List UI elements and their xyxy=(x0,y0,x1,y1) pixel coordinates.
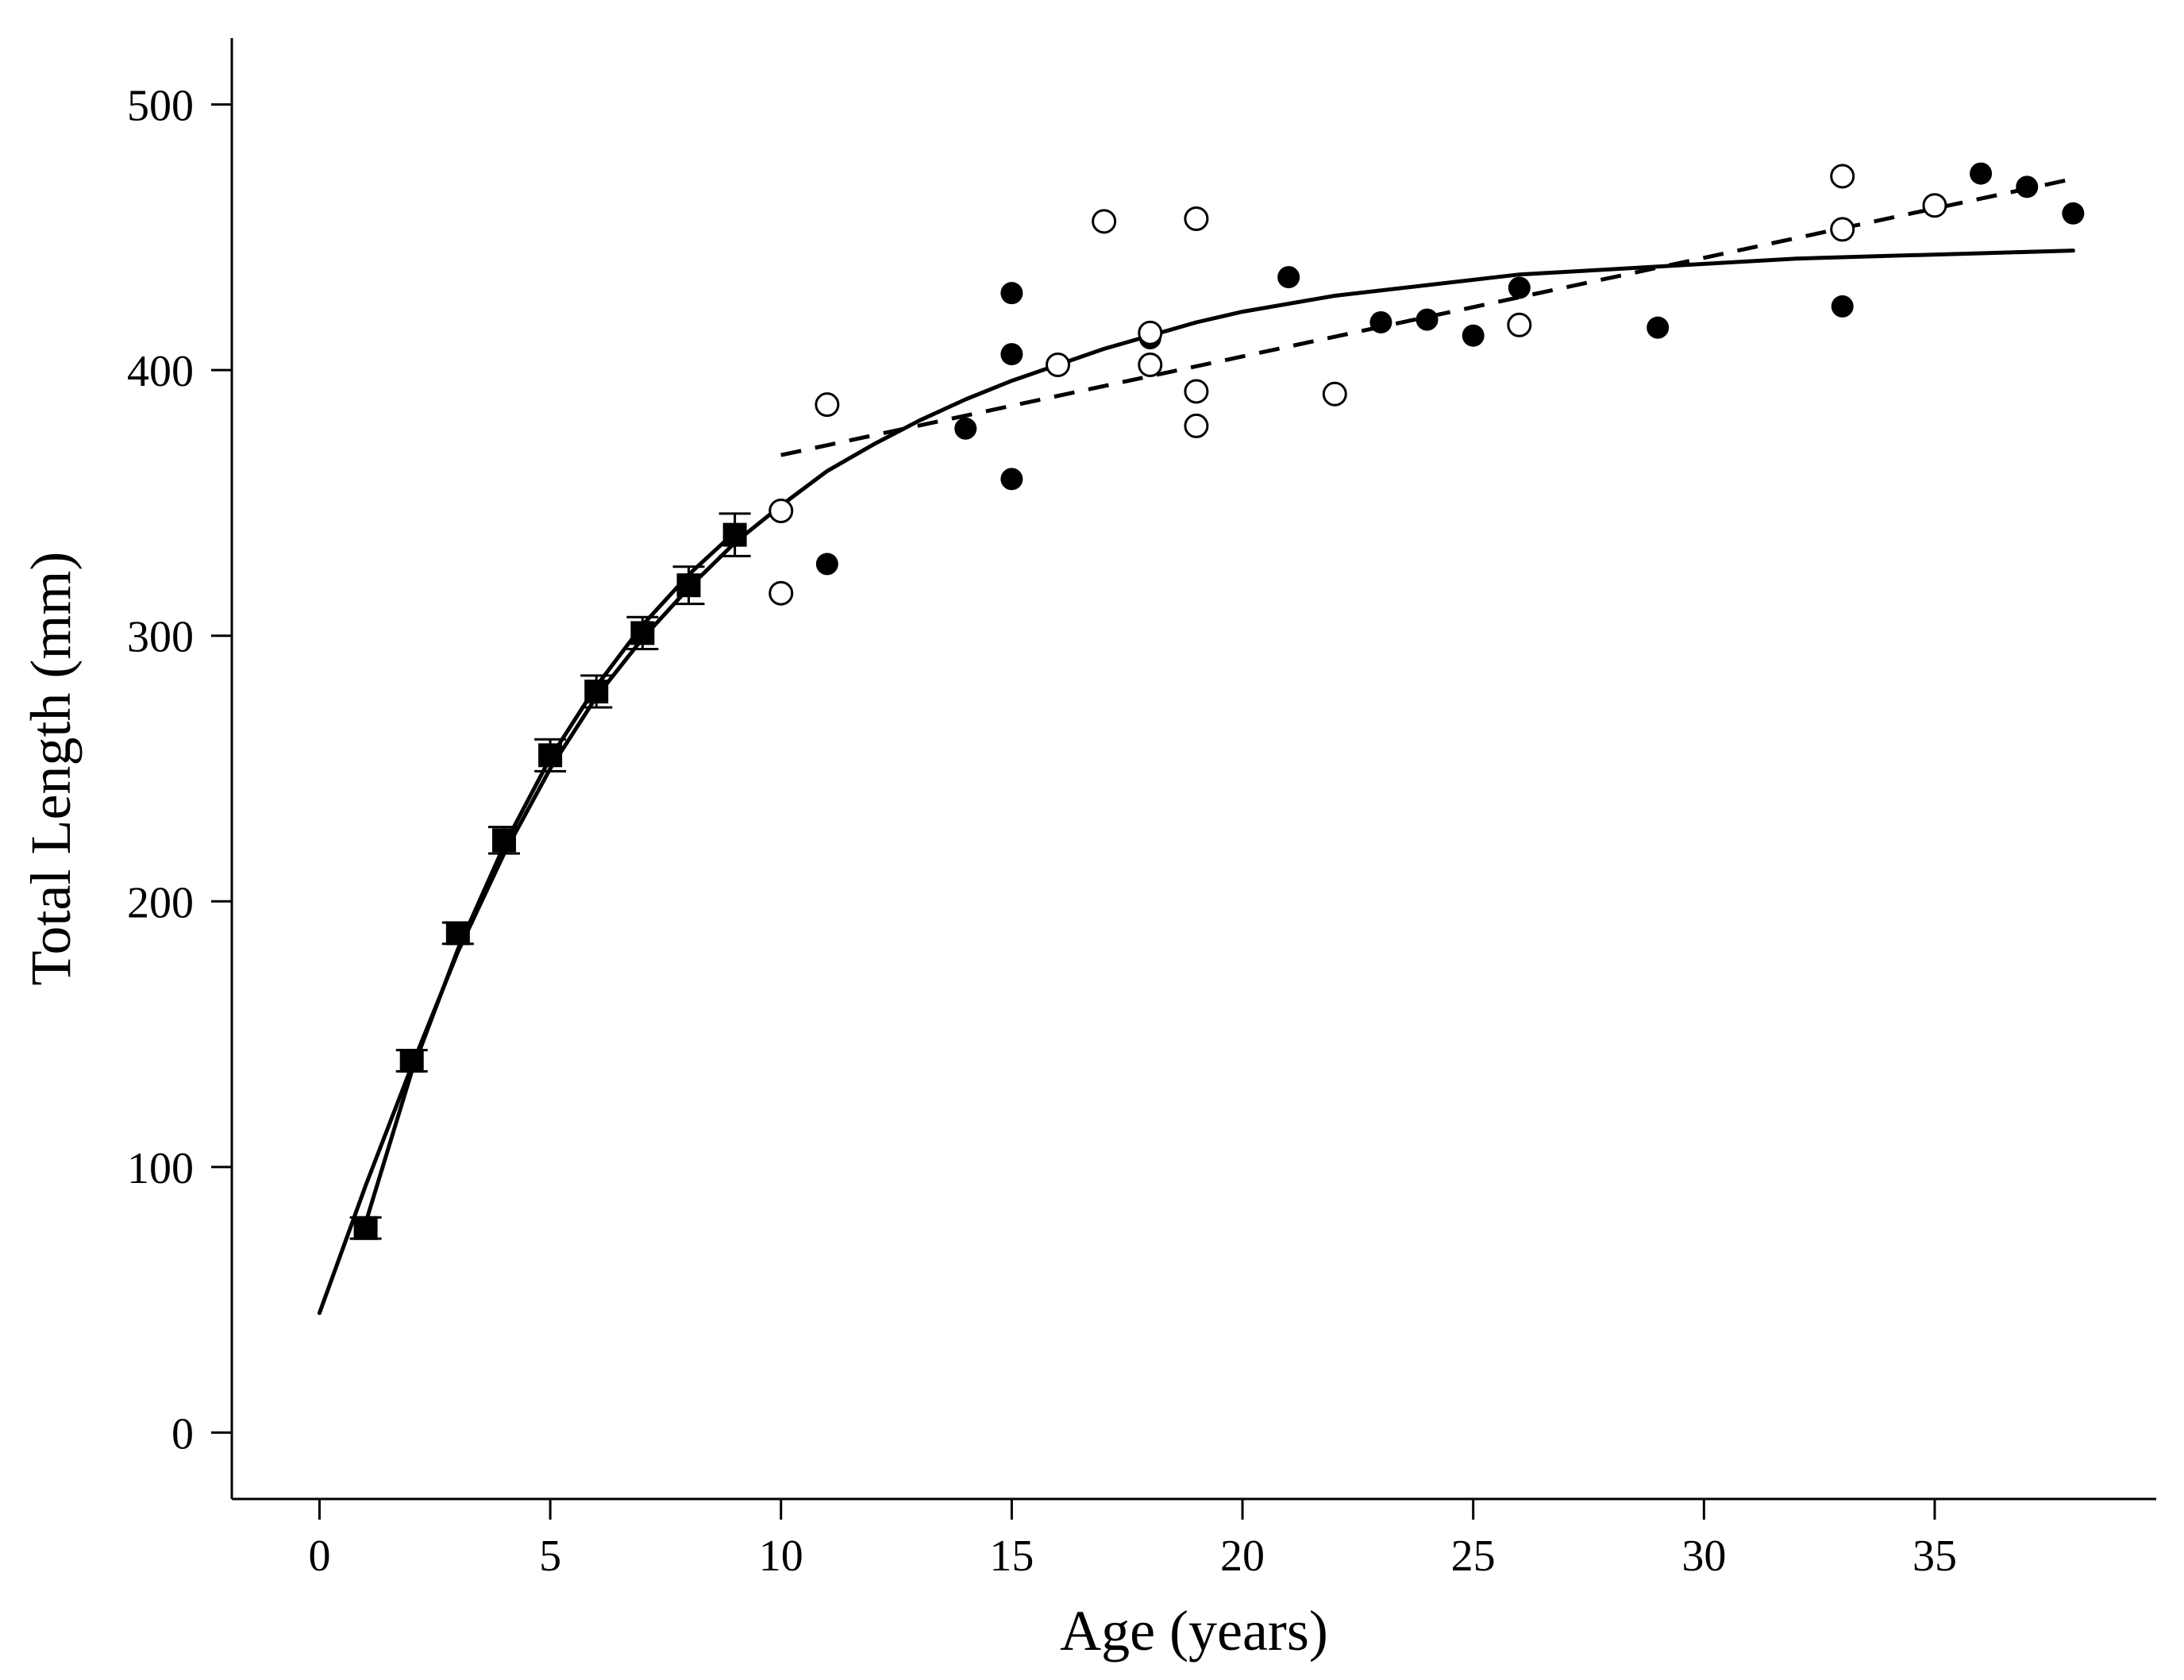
filled-data-point xyxy=(2062,202,2085,225)
open-data-point xyxy=(1184,206,1209,231)
open-data-point xyxy=(1184,379,1209,404)
open-data-point xyxy=(1138,352,1163,377)
y-tick-label: 0 xyxy=(171,1409,194,1458)
filled-data-point xyxy=(954,417,977,440)
mean-point xyxy=(491,828,516,853)
x-tick-label: 30 xyxy=(1681,1532,1726,1581)
mean-point xyxy=(445,921,470,946)
open-data-point xyxy=(1092,209,1117,234)
axes xyxy=(230,38,2156,1501)
x-ticks: 0 5 10 15 20 25 30 35 xyxy=(308,1499,1957,1581)
filled-data-point xyxy=(1647,316,1670,339)
open-data-point xyxy=(1922,193,1947,218)
x-tick-label: 20 xyxy=(1220,1532,1265,1581)
x-tick-label: 25 xyxy=(1451,1532,1496,1581)
filled-data-point xyxy=(1000,468,1023,491)
y-ticks: 0 100 200 300 400 500 xyxy=(127,82,232,1458)
series-layer xyxy=(317,162,2085,1316)
open-data-point xyxy=(768,580,794,606)
growth-curve-line-1 xyxy=(364,530,738,1225)
mean-point xyxy=(353,1216,378,1240)
open-data-point xyxy=(1184,413,1209,438)
open-data-point xyxy=(1830,164,1855,189)
y-tick-label: 400 xyxy=(127,347,194,396)
y-tick-label: 100 xyxy=(127,1144,194,1193)
filled-data-point xyxy=(1508,276,1531,299)
open-data-point xyxy=(768,498,794,523)
x-tick-label: 15 xyxy=(989,1532,1034,1581)
open-data-point xyxy=(1507,312,1532,337)
open-data-point xyxy=(815,392,840,418)
filled-data-point xyxy=(1462,324,1485,347)
mean-point xyxy=(538,743,563,768)
mean-point xyxy=(584,679,609,703)
y-tick-label: 300 xyxy=(127,613,194,662)
mean-point xyxy=(722,522,747,547)
filled-data-point xyxy=(1831,295,1854,318)
open-data-point xyxy=(1830,217,1855,242)
mean-point xyxy=(676,573,701,598)
open-data-point xyxy=(1138,320,1163,345)
x-tick-label: 0 xyxy=(308,1532,330,1581)
y-axis-title: Total Length (mm) xyxy=(19,552,83,986)
filled-data-point xyxy=(1000,343,1023,366)
filled-data-point xyxy=(815,553,838,576)
filled-data-point xyxy=(1970,162,1993,185)
x-axis-title: Age (years) xyxy=(1060,1599,1328,1663)
filled-data-point xyxy=(1277,266,1300,289)
mean-point xyxy=(630,621,655,645)
filled-data-point xyxy=(1416,308,1439,331)
open-data-point xyxy=(1322,381,1347,407)
x-tick-label: 35 xyxy=(1912,1532,1957,1581)
growth-curve-line-0 xyxy=(317,249,2075,1316)
filled-data-point xyxy=(1369,310,1392,333)
x-tick-label: 5 xyxy=(539,1532,561,1581)
mean-point xyxy=(399,1049,424,1073)
dashed-fit-line xyxy=(780,176,2074,457)
x-tick-label: 10 xyxy=(759,1532,803,1581)
y-tick-label: 200 xyxy=(127,878,194,927)
y-tick-label: 500 xyxy=(127,82,194,131)
open-data-point xyxy=(1046,352,1071,377)
filled-data-point xyxy=(1000,282,1023,305)
filled-data-point xyxy=(2016,175,2039,198)
